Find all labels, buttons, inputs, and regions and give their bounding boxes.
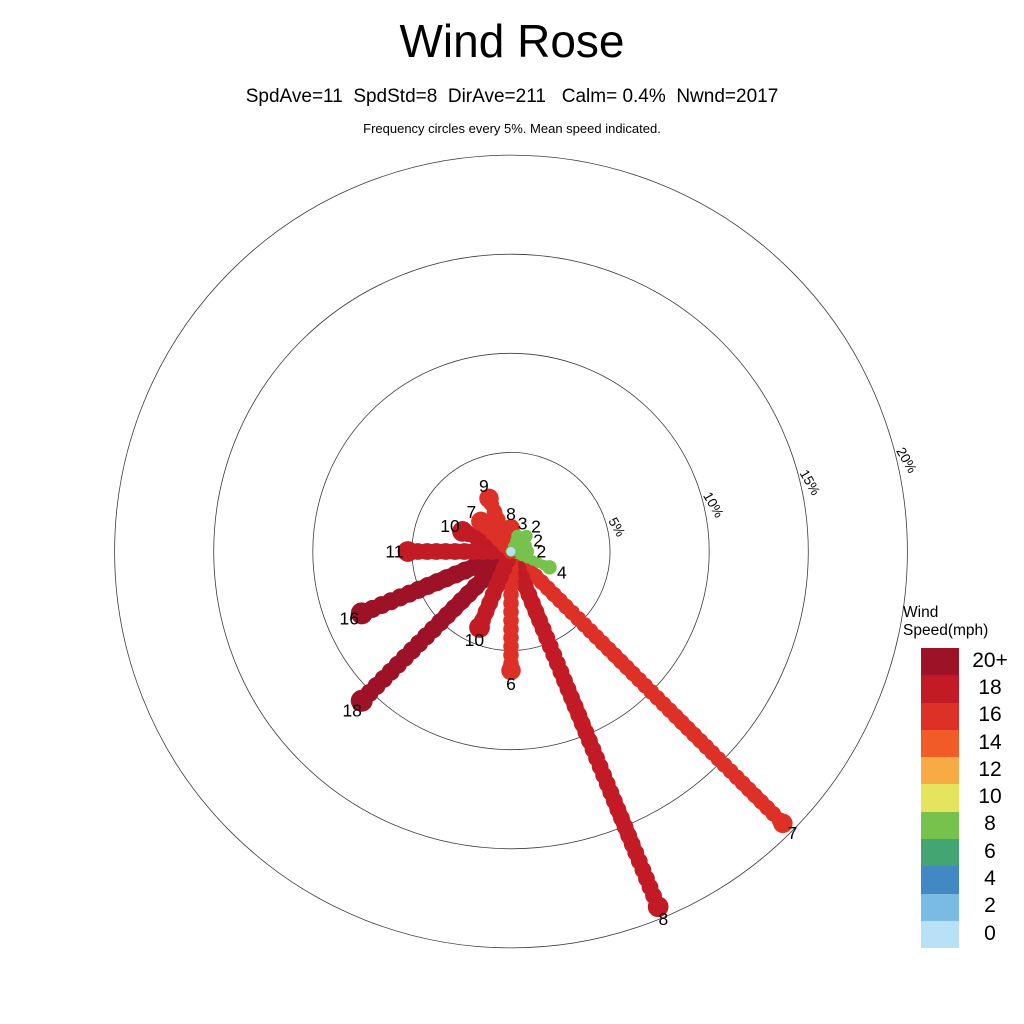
spoke-tip-dot: [542, 560, 557, 575]
spoke-label-SSE: 8: [658, 909, 668, 929]
spoke-segment: [352, 542, 520, 710]
center-dot: [506, 547, 516, 556]
frequency-ring-10%: [312, 352, 710, 751]
spoke-label-NNW: 9: [479, 476, 489, 496]
spoke-label-NE: 2: [531, 517, 541, 537]
legend-swatch: [921, 757, 959, 785]
spoke-tip-dot: [452, 521, 473, 542]
spoke-label-NW: 7: [466, 502, 476, 522]
legend-swatch: [921, 920, 959, 949]
frequency-ring-20%: [114, 154, 908, 949]
spoke-label-ENE: 2: [533, 530, 543, 550]
spoke-segment: [471, 543, 520, 636]
legend-label: 12: [978, 757, 1002, 781]
spoke-SSE: [502, 543, 669, 918]
spoke-SE: [503, 543, 793, 834]
legend-swatch: [921, 784, 959, 812]
spoke-label-SW: 18: [342, 700, 361, 720]
spoke-label-ESE: 4: [557, 563, 567, 583]
spoke-label-N: 8: [506, 504, 516, 524]
stats-line: SpdAve=11 SpdStd=8 DirAve=211 Calm= 0.4%…: [245, 86, 779, 107]
spoke-tip-dot: [520, 529, 533, 543]
spoke-label-WSW: 16: [340, 608, 359, 628]
legend-label: 8: [984, 812, 996, 836]
spoke-tip-dot: [501, 660, 521, 681]
legend-title: Wind Speed(mph): [903, 604, 989, 639]
spoke-segment: [503, 543, 791, 832]
legend-swatch: [921, 866, 959, 894]
spoke-tip-dot: [511, 529, 524, 543]
frequency-ring-15%: [213, 253, 809, 850]
ring-label: 10%: [700, 489, 727, 520]
legend-label: 6: [984, 839, 996, 863]
legend-label: 18: [978, 675, 1002, 699]
spoke-label-NNE: 3: [518, 513, 528, 533]
legend-label: 4: [984, 867, 996, 891]
caption: Frequency circles every 5%. Mean speed i…: [363, 121, 661, 136]
spoke-tip-dot: [479, 488, 499, 509]
legend-swatch: [921, 811, 959, 840]
spoke-segment: [502, 543, 667, 916]
spoke-tip-dot: [471, 511, 491, 532]
spoke-segment: [352, 542, 520, 623]
legend-swatch: [921, 839, 959, 867]
ring-label: 20%: [893, 445, 920, 476]
spoke-label-WNW: 10: [440, 516, 460, 536]
spoke-tip-dot: [469, 617, 490, 638]
ring-label: 15%: [797, 467, 824, 498]
legend-swatch: [921, 675, 959, 703]
spoke-tip-dot: [519, 539, 532, 552]
spoke-tip-dot: [773, 813, 793, 834]
legend-label: 10: [978, 785, 1002, 809]
spoke-label-W: 11: [385, 542, 403, 562]
legend-swatch: [921, 729, 959, 758]
spoke-tip-dot: [397, 541, 419, 562]
spoke-label-SSW: 10: [465, 630, 485, 650]
page-title: Wind Rose: [399, 15, 625, 67]
spoke-tip-dot: [350, 689, 373, 712]
spoke-label-E: 2: [536, 542, 546, 562]
legend-label: 14: [978, 730, 1002, 754]
legend-swatch: [921, 893, 959, 922]
legend-label: 20+: [972, 648, 1008, 672]
legend-label: 0: [984, 921, 996, 945]
spoke-label-S: 6: [506, 674, 516, 694]
legend-swatch: [921, 648, 959, 676]
spoke-tip-dot: [647, 896, 669, 918]
legend-label: 2: [984, 894, 996, 918]
legend-label: 16: [978, 703, 1002, 727]
spoke-tip-dot: [350, 602, 373, 625]
legend-swatch: [921, 702, 959, 730]
spoke-label-SE: 7: [788, 823, 798, 843]
